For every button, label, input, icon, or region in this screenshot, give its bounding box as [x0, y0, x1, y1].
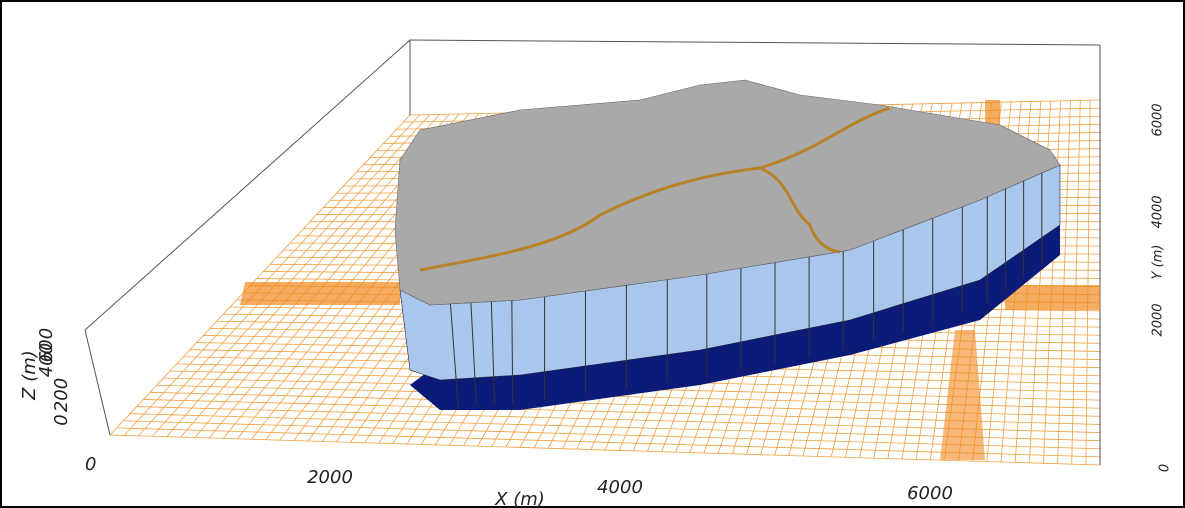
- y-axis-label: Y (m): [1151, 245, 1166, 280]
- y-tick-label: 2000: [1151, 303, 1166, 336]
- z-tick-label: 600: [36, 328, 57, 362]
- y-tick-label: 0: [1158, 464, 1173, 472]
- y-tick-label: 6000: [1151, 103, 1166, 136]
- z-tick-label: 0: [51, 414, 72, 425]
- dense-band: [1005, 285, 1100, 310]
- z-tick-label: 200: [51, 378, 72, 412]
- y-tick-label: 4000: [1151, 195, 1166, 228]
- x-tick-label: 2000: [307, 467, 353, 488]
- model-view: 0 2000 4000 6000 X (m) 0 2000 4000 6000 …: [0, 0, 1185, 508]
- x-tick-label: 4000: [597, 477, 643, 498]
- x-tick-label: 0: [85, 454, 96, 475]
- dense-band: [240, 282, 400, 305]
- x-tick-label: 6000: [907, 483, 953, 504]
- x-axis-label: X (m): [494, 489, 545, 508]
